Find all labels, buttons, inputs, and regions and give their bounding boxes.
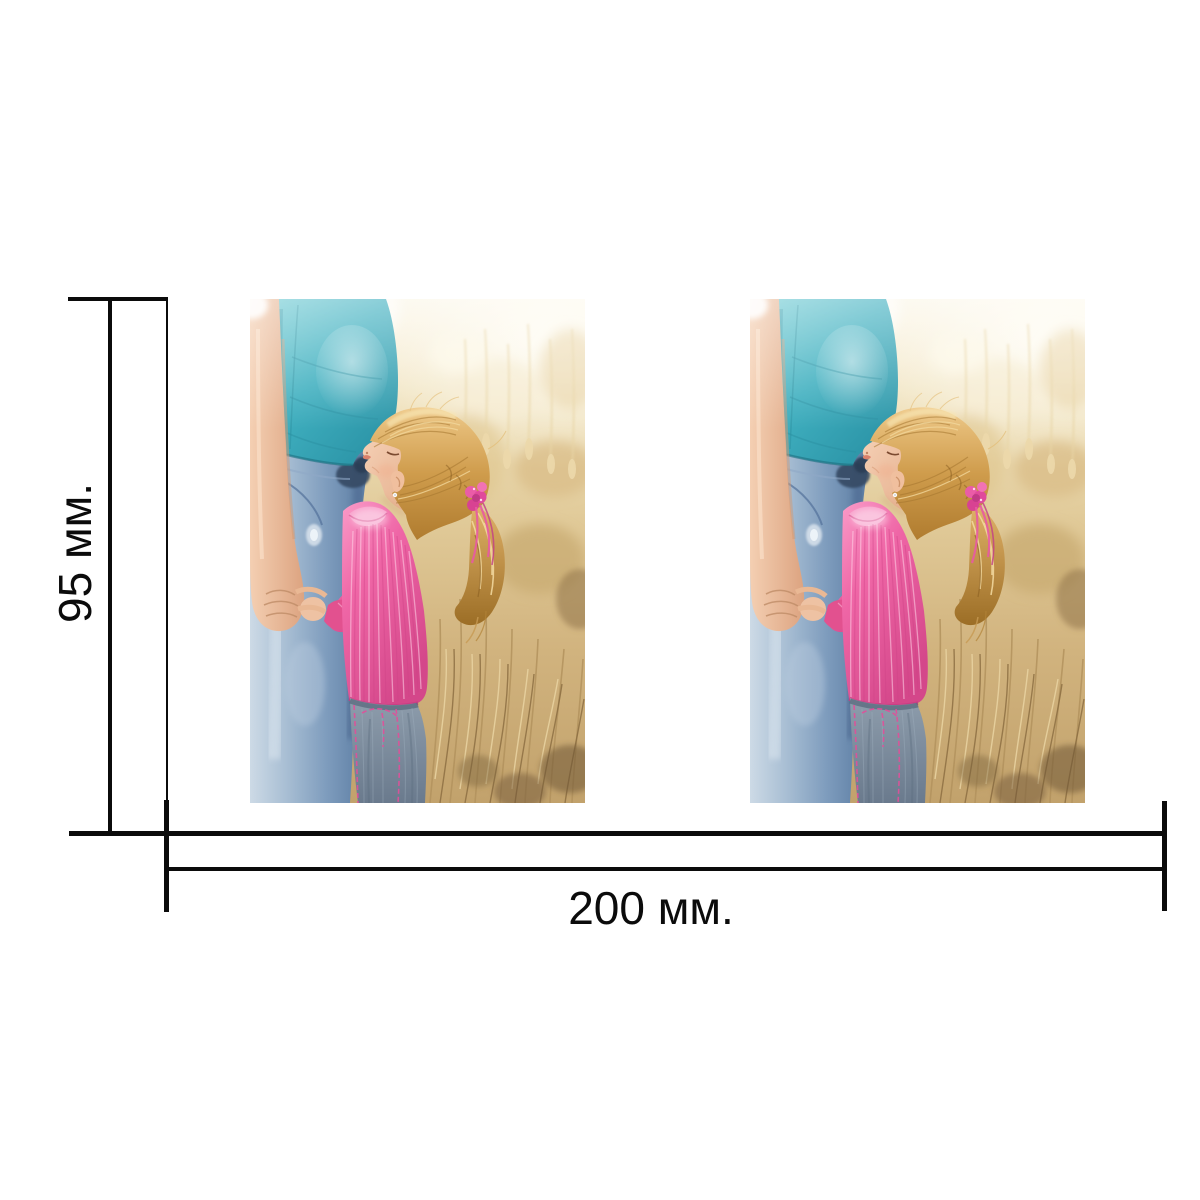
width-dimension-left-tick [164, 800, 169, 912]
print-photo-2 [750, 299, 1085, 803]
sheet-left-edge-line [166, 299, 168, 832]
print-photo-1 [250, 299, 585, 803]
height-dimension-top-tick [68, 297, 168, 301]
photo-image [250, 299, 585, 803]
photo-image [750, 299, 1085, 803]
sheet-bottom-line [69, 831, 1167, 836]
width-dimension-right-tick [1162, 801, 1167, 911]
width-dimension-line [166, 867, 1166, 871]
height-dimension-label: 95 мм. [49, 483, 101, 623]
width-dimension-label: 200 мм. [568, 882, 734, 934]
height-dimension-line [108, 299, 112, 833]
